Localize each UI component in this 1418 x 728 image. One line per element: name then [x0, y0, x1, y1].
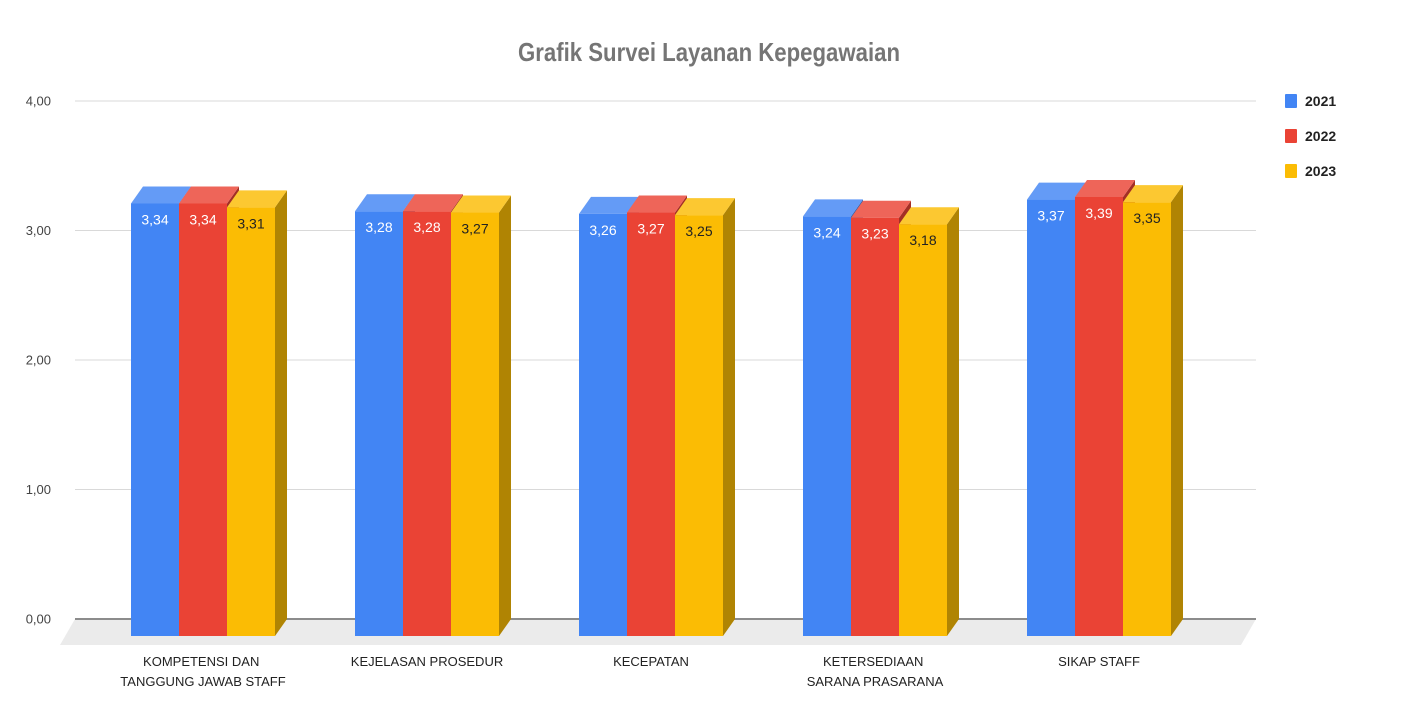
bar-front-face: [627, 212, 675, 636]
data-label: 3,27: [637, 221, 664, 237]
bar-side-face: [947, 207, 959, 636]
bar-2023-kecepatan: 3,25: [675, 198, 735, 636]
legend-label: 2021: [1305, 93, 1336, 109]
bar-front-face: [403, 211, 451, 637]
data-label: 3,18: [909, 232, 936, 248]
bar-top-face: [1075, 179, 1135, 197]
legend: 2021 2022 2023: [1285, 93, 1336, 179]
bar-top-face: [131, 186, 191, 204]
bar-front-face: [675, 215, 723, 636]
data-label: 3,26: [589, 222, 616, 238]
x-tick-label-line: KETERSEDIAAN: [823, 654, 927, 669]
y-tick-label: 2,00: [26, 353, 51, 368]
x-axis-labels: KOMPETENSI DAN TANGGUNG JAWAB STAFF KEJEL…: [120, 654, 1140, 689]
bar-2023-sikap-staff: 3,35: [1123, 185, 1183, 637]
bar-front-face: [579, 213, 627, 636]
bar-top-face: [451, 195, 511, 213]
x-tick-label-line: KEJELASAN PROSEDUR: [351, 654, 503, 669]
x-tick-label-line: KECEPATAN: [613, 654, 689, 669]
bar-top-face: [899, 207, 959, 225]
legend-label: 2023: [1305, 163, 1336, 179]
bar-top-face: [627, 195, 687, 213]
data-label: 3,27: [461, 221, 488, 237]
x-tick-label: KEJELASAN PROSEDUR: [351, 654, 503, 669]
data-label: 3,28: [365, 219, 392, 235]
bar-group-kecepatan: 3,26 3,27 3,25: [579, 195, 735, 636]
data-label: 3,39: [1085, 205, 1112, 221]
legend-swatch: [1285, 164, 1297, 178]
data-label: 3,28: [413, 219, 440, 235]
bar-front-face: [1123, 202, 1171, 637]
bar-top-face: [579, 196, 639, 214]
y-tick-label: 1,00: [26, 482, 51, 497]
bar-group-sikap-staff: 3,37 3,39 3,35: [1027, 179, 1183, 637]
x-tick-label: KECEPATAN: [613, 654, 689, 669]
bar-top-face: [1123, 185, 1183, 203]
bar-front-face: [803, 216, 851, 637]
x-tick-label: SIKAP STAFF: [1058, 654, 1140, 669]
bar-front-face: [179, 203, 227, 636]
legend-item-2022: 2022: [1285, 128, 1336, 144]
bar-side-face: [499, 195, 511, 636]
x-tick-label: KETERSEDIAAN SARANA PRASARANA: [807, 654, 944, 689]
bar-top-face: [675, 198, 735, 216]
bar-front-face: [1075, 196, 1123, 636]
bar-top-face: [355, 194, 415, 212]
bar-top-face: [403, 194, 463, 212]
legend-swatch: [1285, 129, 1297, 143]
x-tick-label: KOMPETENSI DAN TANGGUNG JAWAB STAFF: [120, 654, 285, 689]
y-tick-label: 0,00: [26, 612, 51, 627]
bar-top-face: [179, 186, 239, 204]
x-tick-label-line: TANGGUNG JAWAB STAFF: [120, 674, 285, 689]
bars: 3,34 3,34 3,31 3,28 3,28 3,27 3,26 3,27 3,25 3,24…: [131, 179, 1183, 637]
bar-2023-ketersediaan-sarana-prasarana: 3,18: [899, 207, 959, 636]
data-label: 3,23: [861, 226, 888, 242]
x-tick-label-line: KOMPETENSI DAN: [143, 654, 263, 669]
bar-front-face: [227, 207, 275, 637]
bar-group-kejelasan-prosedur: 3,28 3,28 3,27: [355, 194, 511, 637]
bar-front-face: [899, 224, 947, 636]
data-label: 3,34: [141, 211, 168, 227]
x-tick-label-line: SIKAP STAFF: [1058, 654, 1140, 669]
bar-2023-kejelasan-prosedur: 3,27: [451, 195, 511, 636]
data-label: 3,24: [813, 224, 840, 240]
bar-front-face: [851, 217, 899, 636]
data-label: 3,37: [1037, 208, 1064, 224]
bar-top-face: [851, 200, 911, 218]
data-label: 3,35: [1133, 210, 1160, 226]
bar-front-face: [451, 212, 499, 636]
x-tick-label-line: SARANA PRASARANA: [807, 674, 944, 689]
legend-swatch: [1285, 94, 1297, 108]
data-label: 3,31: [237, 215, 264, 231]
bar-top-face: [803, 199, 863, 217]
bar-group-ketersediaan-sarana-prasarana: 3,24 3,23 3,18: [803, 199, 959, 637]
legend-label: 2022: [1305, 128, 1336, 144]
data-label: 3,34: [189, 211, 216, 227]
bar-top-face: [227, 190, 287, 208]
bar-front-face: [1027, 199, 1075, 636]
bar-side-face: [723, 198, 735, 636]
y-tick-label: 4,00: [26, 94, 51, 109]
legend-item-2021: 2021: [1285, 93, 1336, 109]
data-label: 3,25: [685, 223, 712, 239]
bar-front-face: [131, 203, 179, 636]
chart-title: Grafik Survei Layanan Kepegawaian: [518, 37, 900, 67]
bar-2023-kompetensi-dan-tanggung-jawab-staff: 3,31: [227, 190, 287, 637]
bar-top-face: [1027, 182, 1087, 200]
y-tick-label: 3,00: [26, 223, 51, 238]
legend-item-2023: 2023: [1285, 163, 1336, 179]
bar-side-face: [1171, 185, 1183, 637]
bar-front-face: [355, 211, 403, 637]
bar-side-face: [275, 190, 287, 637]
bar-group-kompetensi-dan-tanggung-jawab-staff: 3,34 3,34 3,31: [131, 186, 287, 637]
